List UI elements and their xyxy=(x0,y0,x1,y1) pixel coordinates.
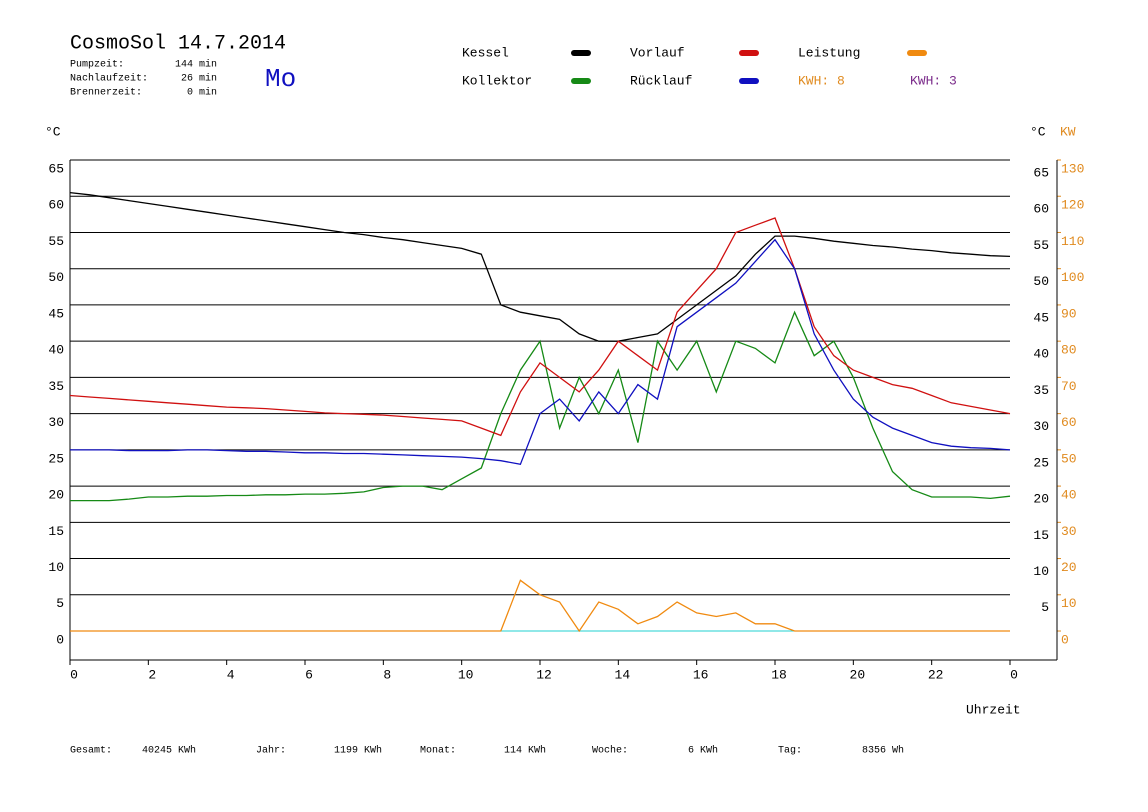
y-tick-label-right: 10 xyxy=(1033,564,1049,579)
x-axis-label: Uhrzeit xyxy=(966,702,1021,717)
x-tick-label: 6 xyxy=(305,667,313,682)
y-tick-label-right: 5 xyxy=(1041,600,1049,615)
x-tick-label: 4 xyxy=(227,667,235,682)
y-axis-label-right: °C xyxy=(1030,124,1046,139)
series-line xyxy=(70,310,1011,502)
y2-tick-label: 40 xyxy=(1061,488,1077,503)
y2-axis-label: KW xyxy=(1060,124,1076,139)
total-value: 40245 KWh xyxy=(142,745,196,757)
total-value: 114 KWh xyxy=(504,745,546,757)
y2-tick-label: 70 xyxy=(1061,379,1077,394)
total-value: 6 KWh xyxy=(688,745,718,757)
info-value: 0 min xyxy=(187,87,217,99)
y2-tick-label: 20 xyxy=(1061,560,1077,575)
y2-tick-label: 50 xyxy=(1061,451,1077,466)
y-tick-label-right: 65 xyxy=(1033,165,1049,180)
series-line xyxy=(70,238,1011,466)
y-tick-label: 60 xyxy=(48,198,64,213)
total-value: 8356 Wh xyxy=(862,745,904,757)
y-tick-label-right: 25 xyxy=(1033,455,1049,470)
y-tick-label: 40 xyxy=(48,343,64,358)
y-tick-label: 45 xyxy=(48,306,64,321)
y-tick-label: 5 xyxy=(56,596,64,611)
y-tick-label: 25 xyxy=(48,451,64,466)
total-label: Gesamt: xyxy=(70,746,112,757)
info-value: 144 min xyxy=(175,59,217,71)
y-tick-label: 20 xyxy=(48,488,64,503)
y-tick-label-right: 20 xyxy=(1033,492,1049,507)
legend-label: Leistung xyxy=(798,45,860,60)
y2-tick-label: 100 xyxy=(1061,270,1084,285)
info-label: Brennerzeit: xyxy=(70,87,142,99)
series-line xyxy=(69,217,1011,437)
total-label: Jahr: xyxy=(256,745,286,757)
legend-label: Kessel xyxy=(462,45,509,60)
legend-label: Rücklauf xyxy=(630,73,692,88)
x-tick-label: 10 xyxy=(458,667,474,682)
y2-tick-label: 120 xyxy=(1061,198,1084,213)
y-tick-label: 35 xyxy=(48,379,64,394)
y2-tick-label: 130 xyxy=(1061,161,1084,176)
y-tick-label-right: 35 xyxy=(1033,383,1049,398)
series-line xyxy=(70,579,1010,633)
x-tick-label: 18 xyxy=(771,667,787,682)
info-value: 26 min xyxy=(181,73,217,85)
x-tick-label: 12 xyxy=(536,667,552,682)
y-tick-label-right: 50 xyxy=(1033,274,1049,289)
y-tick-label-right: 30 xyxy=(1033,419,1049,434)
y-tick-label: 10 xyxy=(48,560,64,575)
y2-tick-label: 80 xyxy=(1061,343,1077,358)
legend-label: Kollektor xyxy=(462,73,532,88)
kwh-label: KWH: 8 xyxy=(798,73,845,88)
y-axis-label: °C xyxy=(45,124,61,139)
total-label: Woche: xyxy=(592,745,628,757)
y-tick-label: 30 xyxy=(48,415,64,430)
y2-tick-label: 110 xyxy=(1061,234,1084,249)
y-tick-label: 65 xyxy=(48,161,64,176)
y-tick-label: 55 xyxy=(48,234,64,249)
x-tick-label: 8 xyxy=(383,667,391,682)
x-tick-label: 20 xyxy=(850,667,866,682)
chart-title: CosmoSol 14.7.2014 xyxy=(70,32,286,55)
x-tick-label: 2 xyxy=(148,667,156,682)
weekday: Mo xyxy=(265,64,296,94)
x-tick-label: 22 xyxy=(928,667,944,682)
info-label: Pumpzeit: xyxy=(70,59,124,71)
series-line xyxy=(69,191,1011,342)
y2-tick-label: 10 xyxy=(1061,596,1077,611)
total-value: 1199 KWh xyxy=(334,745,382,757)
y-tick-label-right: 40 xyxy=(1033,347,1049,362)
y2-tick-label: 60 xyxy=(1061,415,1077,430)
y2-tick-label: 0 xyxy=(1061,632,1069,647)
y-tick-label-right: 45 xyxy=(1033,310,1049,325)
kwh-label: KWH: 3 xyxy=(910,73,957,88)
legend-label: Vorlauf xyxy=(630,45,685,60)
y-tick-label-right: 60 xyxy=(1033,202,1049,217)
info-label: Nachlaufzeit: xyxy=(70,73,148,85)
y2-tick-label: 30 xyxy=(1061,524,1077,539)
y-tick-label: 15 xyxy=(48,524,64,539)
y2-tick-label: 90 xyxy=(1061,306,1077,321)
total-label: Monat: xyxy=(420,746,456,757)
x-tick-label: 0 xyxy=(70,667,78,682)
y-tick-label: 0 xyxy=(56,632,64,647)
x-tick-label: 14 xyxy=(615,667,631,682)
x-tick-label: 16 xyxy=(693,667,709,682)
x-tick-label: 0 xyxy=(1010,667,1018,682)
y-tick-label-right: 55 xyxy=(1033,238,1049,253)
y-tick-label: 50 xyxy=(48,270,64,285)
total-label: Tag: xyxy=(778,746,802,757)
y-tick-label-right: 15 xyxy=(1033,528,1049,543)
